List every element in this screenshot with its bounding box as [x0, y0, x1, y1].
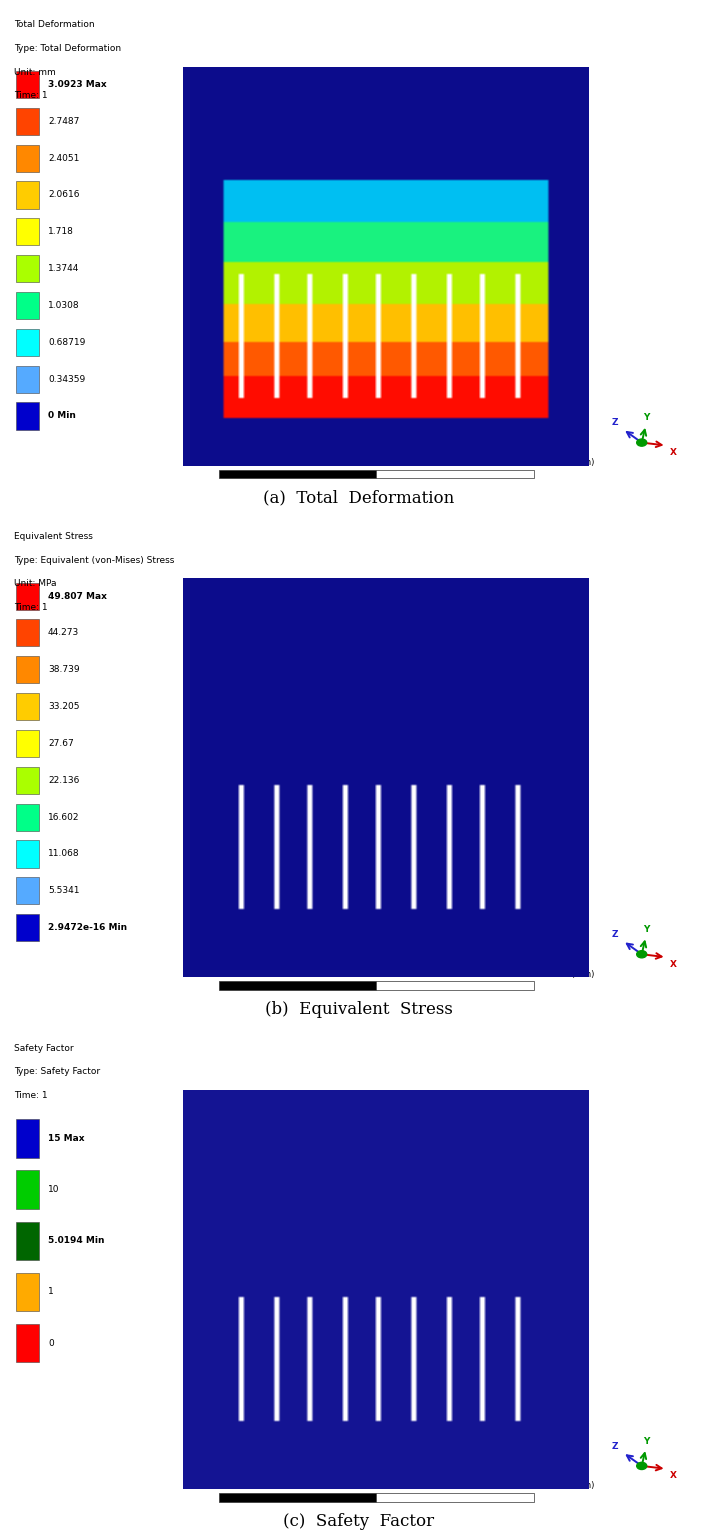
Bar: [16, 292, 39, 319]
Text: Total Deformation: Total Deformation: [14, 20, 95, 29]
Text: Max: Max: [402, 418, 423, 427]
Text: Z: Z: [612, 1441, 618, 1451]
Text: Max: Max: [186, 740, 208, 749]
Text: (a)  Total  Deformation: (a) Total Deformation: [263, 490, 454, 507]
Text: 2.4051: 2.4051: [48, 154, 80, 163]
Bar: [16, 328, 39, 356]
Text: 49.807 Max: 49.807 Max: [48, 591, 107, 600]
Text: 44.273: 44.273: [48, 628, 80, 637]
Text: 2e+03: 2e+03: [362, 970, 391, 979]
Circle shape: [637, 1463, 647, 1469]
Text: 4e+03 (mm): 4e+03 (mm): [541, 970, 594, 979]
Text: 0.68719: 0.68719: [48, 338, 85, 347]
Bar: [16, 729, 39, 757]
Text: 5.0194 Min: 5.0194 Min: [48, 1236, 105, 1245]
Text: Y: Y: [643, 926, 650, 935]
Text: Y: Y: [643, 1437, 650, 1446]
Text: 33.205: 33.205: [48, 701, 80, 711]
Text: 1.0308: 1.0308: [48, 301, 80, 310]
Bar: [219, 1494, 376, 1501]
Text: 10: 10: [48, 1185, 60, 1194]
Text: 38.739: 38.739: [48, 665, 80, 674]
Text: (b)  Equivalent  Stress: (b) Equivalent Stress: [265, 1001, 452, 1018]
Text: Equivalent Stress: Equivalent Stress: [14, 533, 93, 542]
Text: Time: 1: Time: 1: [14, 91, 48, 100]
Text: 0: 0: [216, 1481, 222, 1490]
Bar: [16, 803, 39, 830]
Bar: [16, 1170, 39, 1210]
Bar: [16, 1273, 39, 1311]
Bar: [219, 470, 376, 479]
Text: X: X: [670, 448, 677, 457]
Bar: [16, 144, 39, 172]
Text: Min: Min: [396, 778, 414, 787]
Text: Min: Min: [195, 221, 214, 230]
Text: 16.602: 16.602: [48, 812, 80, 821]
Text: Safety Factor: Safety Factor: [14, 1044, 74, 1053]
Text: Type: Total Deformation: Type: Total Deformation: [14, 45, 121, 54]
Text: Type: Equivalent (von-Mises) Stress: Type: Equivalent (von-Mises) Stress: [14, 556, 175, 565]
Text: 1: 1: [48, 1288, 54, 1297]
Bar: [16, 582, 39, 609]
Text: 0.34359: 0.34359: [48, 375, 85, 384]
Text: (c)  Safety  Factor: (c) Safety Factor: [283, 1514, 434, 1530]
Bar: [16, 1323, 39, 1363]
Text: Unit: mm: Unit: mm: [14, 68, 56, 77]
Text: 2.0616: 2.0616: [48, 190, 80, 200]
Circle shape: [637, 950, 647, 958]
Bar: [16, 840, 39, 867]
Bar: [376, 1494, 534, 1501]
Text: Z: Z: [612, 419, 618, 427]
Text: Max: Max: [186, 1262, 208, 1271]
Bar: [16, 71, 39, 98]
Text: 5.5341: 5.5341: [48, 886, 80, 895]
Bar: [16, 876, 39, 904]
Text: 4e+03 (mm): 4e+03 (mm): [541, 457, 594, 467]
Text: 2.7487: 2.7487: [48, 117, 80, 126]
Text: Z: Z: [612, 930, 618, 939]
Text: Time: 1: Time: 1: [14, 603, 48, 612]
Text: 27.67: 27.67: [48, 738, 74, 748]
Text: Unit: MPa: Unit: MPa: [14, 579, 57, 588]
Bar: [16, 255, 39, 282]
Text: 1.718: 1.718: [48, 227, 74, 236]
Text: 4e+03 (mm): 4e+03 (mm): [541, 1481, 594, 1490]
Bar: [16, 402, 39, 430]
Bar: [16, 1119, 39, 1157]
Text: Min: Min: [188, 1289, 206, 1299]
Text: 2e+03: 2e+03: [362, 1481, 391, 1490]
Text: 0: 0: [48, 1339, 54, 1348]
Bar: [16, 107, 39, 135]
Text: 2.9472e-16 Min: 2.9472e-16 Min: [48, 923, 127, 932]
Text: 3.0923 Max: 3.0923 Max: [48, 80, 107, 89]
Circle shape: [637, 439, 647, 447]
Text: 15 Max: 15 Max: [48, 1134, 85, 1144]
Text: X: X: [670, 1472, 677, 1480]
Text: 11.068: 11.068: [48, 849, 80, 858]
Text: X: X: [670, 959, 677, 969]
Bar: [16, 1222, 39, 1260]
Text: 0: 0: [216, 970, 222, 979]
Text: 2e+03: 2e+03: [362, 457, 391, 467]
Bar: [16, 218, 39, 246]
Text: 0 Min: 0 Min: [48, 411, 76, 421]
Bar: [376, 981, 534, 990]
Bar: [16, 655, 39, 683]
Bar: [16, 692, 39, 720]
Bar: [376, 470, 534, 479]
Text: 1.3744: 1.3744: [48, 264, 80, 273]
Bar: [16, 365, 39, 393]
Text: Type: Safety Factor: Type: Safety Factor: [14, 1067, 100, 1076]
Bar: [16, 913, 39, 941]
Text: Time: 1: Time: 1: [14, 1091, 48, 1101]
Text: 0: 0: [216, 457, 222, 467]
Text: 22.136: 22.136: [48, 775, 80, 784]
Text: Y: Y: [643, 413, 650, 422]
Bar: [16, 766, 39, 794]
Bar: [16, 181, 39, 209]
Bar: [219, 981, 376, 990]
Bar: [16, 619, 39, 646]
